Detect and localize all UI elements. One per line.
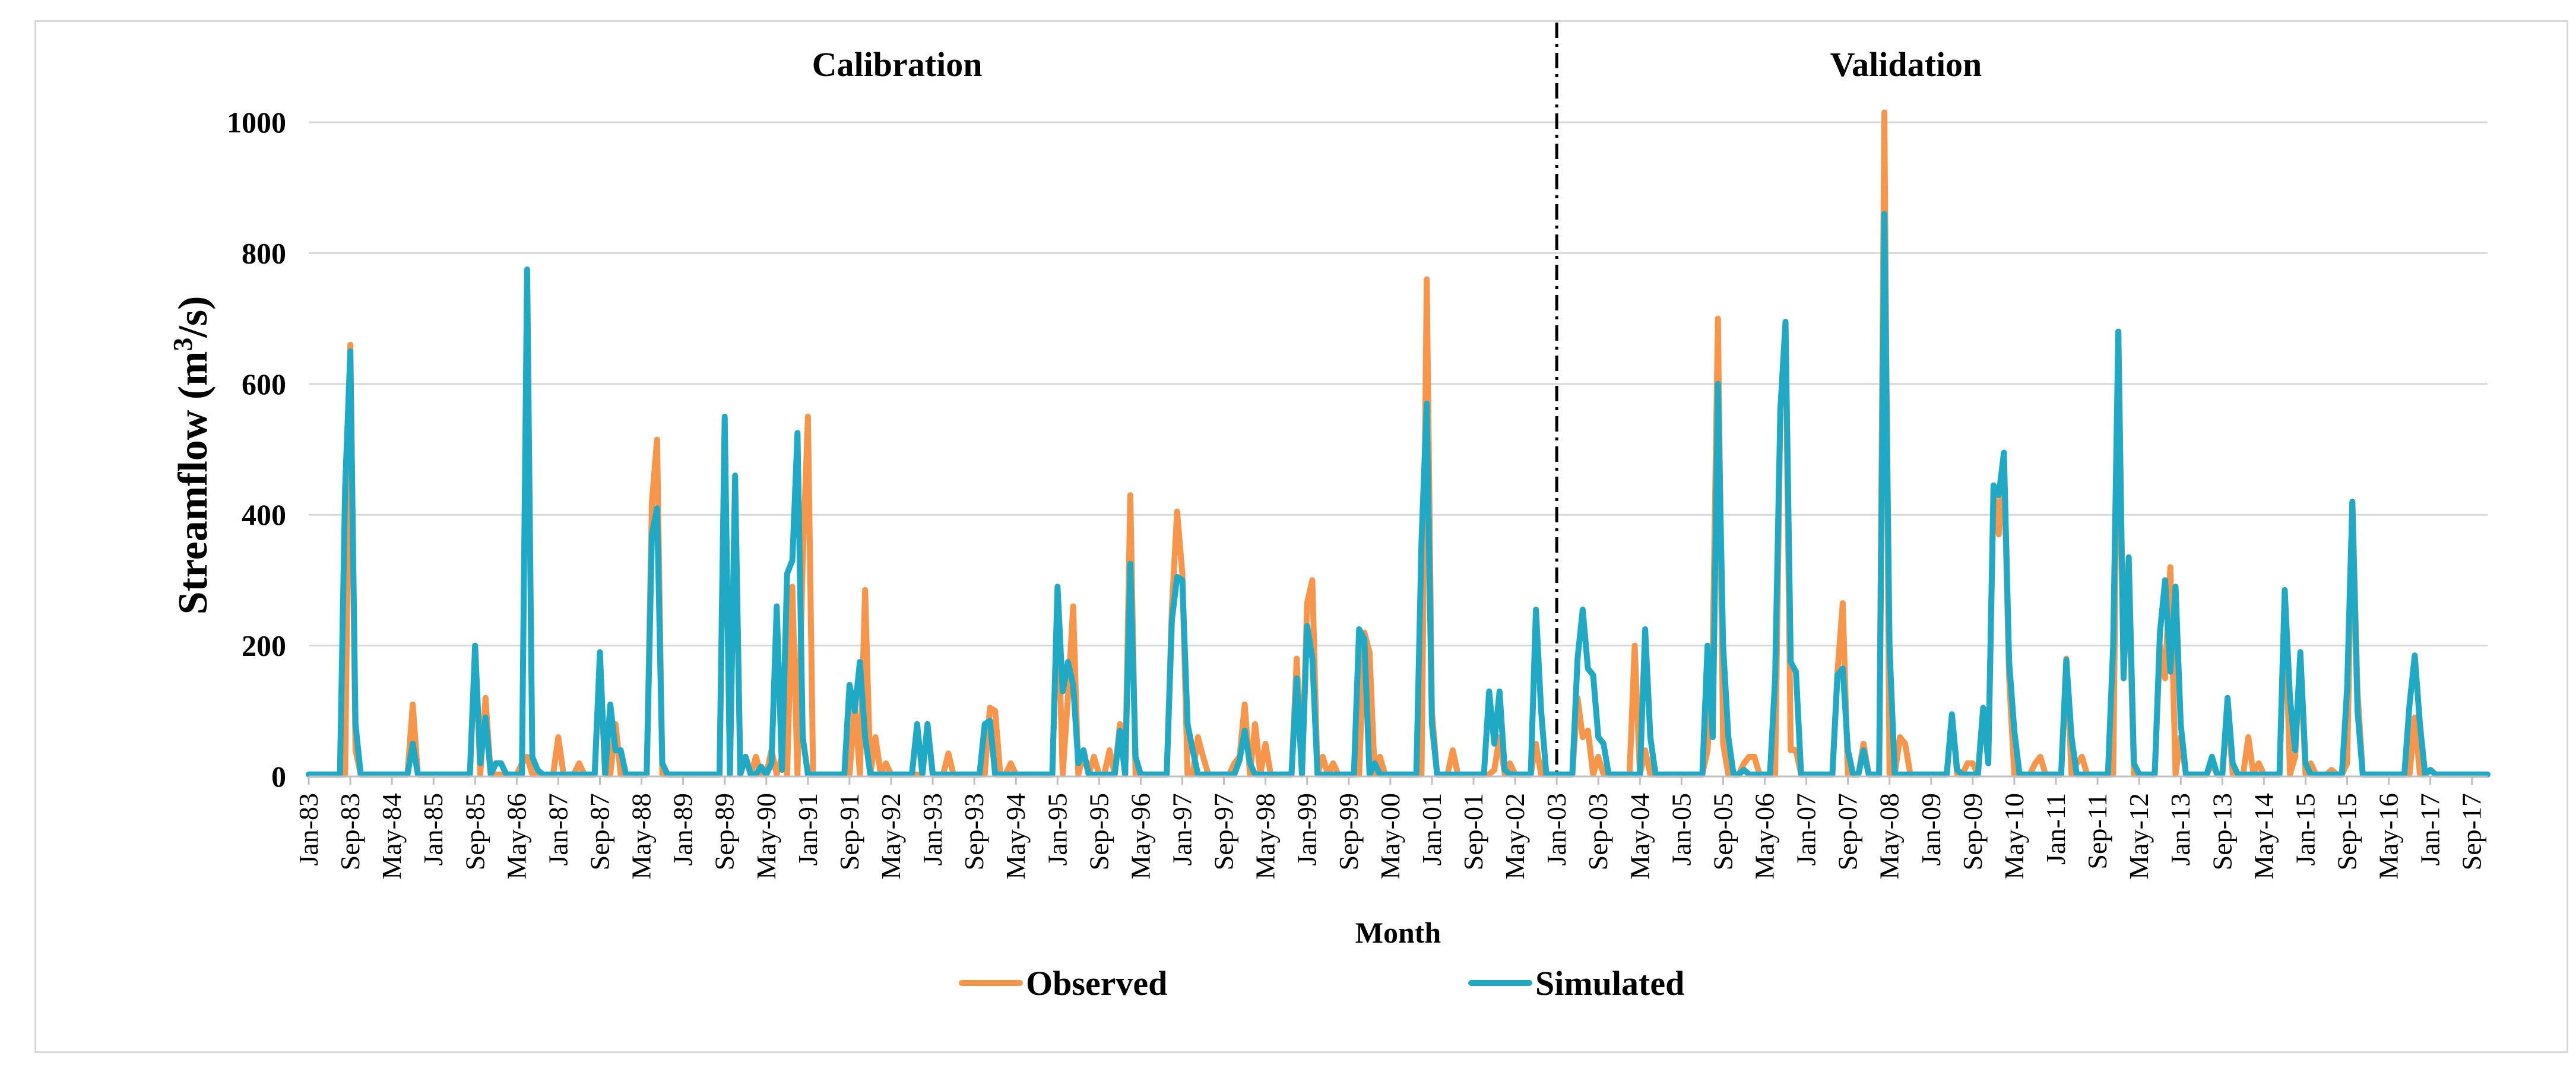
x-tick-label-Jan-83: Jan-83 [293, 793, 324, 866]
y-axis-title-tail: /s) [170, 296, 216, 338]
x-tick-label-May-88: May-88 [626, 793, 657, 880]
y-tick-label-1000: 1000 [227, 106, 286, 139]
y-axis-title-main: Streamflow (m [170, 351, 216, 615]
x-tick-label-Sep-99: Sep-99 [1333, 793, 1364, 870]
x-tick-label-Jan-01: Jan-01 [1417, 793, 1447, 866]
x-tick-label-May-08: May-08 [1874, 793, 1905, 880]
axes: 0 200 400 600 800 1000 Jan-83 Sep-83 May-84 Jan-8… [227, 106, 2488, 880]
x-tick-label-Jan-07: Jan-07 [1791, 793, 1821, 866]
chart-frame [34, 20, 2568, 1053]
x-tick-label-Sep-83: Sep-83 [335, 793, 365, 870]
x-tick-label-Jan-89: Jan-89 [668, 793, 698, 866]
x-tick-label-Sep-89: Sep-89 [709, 793, 740, 870]
legend: Observed Simulated [959, 964, 1684, 1003]
gridlines [309, 121, 2488, 647]
x-tick-label-Jan-95: Jan-95 [1042, 793, 1072, 866]
x-tick-label-May-96: May-96 [1125, 793, 1155, 880]
period-label-calibration: Calibration [812, 45, 983, 84]
series-lines [306, 109, 2491, 778]
x-tick-label-Jan-11: Jan-11 [2040, 793, 2071, 865]
x-tick-label-Jan-09: Jan-09 [1916, 793, 1946, 866]
x-tick-label-Jan-15: Jan-15 [2290, 793, 2320, 866]
period-label-validation: Validation [1830, 45, 1982, 84]
legend-label-observed: Observed [1026, 964, 1167, 1003]
x-tick-label-Jan-03: Jan-03 [1541, 793, 1571, 866]
x-tick-label-Sep-03: Sep-03 [1583, 793, 1613, 870]
x-tick-label-May-84: May-84 [376, 793, 407, 880]
x-tick-label-May-98: May-98 [1250, 793, 1281, 880]
legend-label-simulated: Simulated [1535, 964, 1684, 1003]
x-tick-label-Jan-97: Jan-97 [1167, 793, 1197, 866]
x-tick-label-Sep-97: Sep-97 [1209, 793, 1239, 870]
x-tick-label-May-92: May-92 [876, 793, 906, 880]
y-tick-label-0: 0 [271, 760, 286, 793]
x-tick-label-May-90: May-90 [751, 793, 781, 880]
x-tick-label-Sep-01: Sep-01 [1458, 793, 1488, 870]
x-tick-label-May-86: May-86 [501, 793, 531, 880]
x-tick-label-Sep-11: Sep-11 [2082, 793, 2112, 870]
x-tick-label-Jan-91: Jan-91 [793, 793, 823, 866]
x-tick-label-Sep-07: Sep-07 [1833, 793, 1863, 870]
x-tick-label-Sep-15: Sep-15 [2332, 793, 2362, 870]
x-tick-label-Jan-87: Jan-87 [543, 793, 573, 866]
x-tick-label-Sep-17: Sep-17 [2457, 793, 2487, 870]
y-tick-label-200: 200 [242, 629, 286, 662]
y-tick-label-600: 600 [242, 367, 286, 401]
y-tick-label-800: 800 [242, 236, 286, 269]
x-tick-label-Jan-85: Jan-85 [418, 793, 448, 866]
x-tick-label-May-10: May-10 [1999, 793, 2029, 880]
x-tick-label-Sep-05: Sep-05 [1707, 793, 1738, 870]
x-tick-label-Sep-09: Sep-09 [1957, 793, 1988, 870]
x-tick-label-Jan-93: Jan-93 [917, 793, 948, 866]
x-tick-label-Sep-95: Sep-95 [1083, 793, 1114, 870]
chart-labels: Calibration Validation Month Streamflow … [167, 45, 1982, 949]
x-tick-label-Jan-13: Jan-13 [2165, 793, 2195, 866]
x-tick-label-Sep-85: Sep-85 [460, 793, 490, 870]
y-tick-label-400: 400 [242, 498, 286, 531]
x-tick-label-May-14: May-14 [2248, 793, 2279, 880]
y-axis-title-superscript: 3 [167, 338, 198, 351]
x-tick-label-Jan-99: Jan-99 [1292, 793, 1322, 866]
x-tick-label-May-12: May-12 [2124, 793, 2154, 880]
x-tick-label-May-94: May-94 [1000, 793, 1031, 880]
series-line-simulated [306, 211, 2491, 778]
x-tick-label-May-06: May-06 [1750, 793, 1780, 880]
x-tick-label-Sep-13: Sep-13 [2207, 793, 2237, 870]
y-axis-title: Streamflow (m3/s) [167, 296, 217, 615]
x-tick-label-Jan-05: Jan-05 [1666, 793, 1696, 866]
x-tick-label-Jan-17: Jan-17 [2415, 793, 2445, 866]
x-tick-label-Sep-93: Sep-93 [959, 793, 989, 870]
x-tick-label-May-16: May-16 [2374, 793, 2404, 880]
x-tick-label-Sep-91: Sep-91 [834, 793, 864, 870]
x-tick-label-May-02: May-02 [1500, 793, 1530, 880]
x-tick-label-May-04: May-04 [1624, 793, 1655, 880]
x-tick-label-Sep-87: Sep-87 [585, 793, 615, 870]
x-tick-label-May-00: May-00 [1375, 793, 1405, 880]
x-axis-title: Month [1355, 916, 1441, 949]
